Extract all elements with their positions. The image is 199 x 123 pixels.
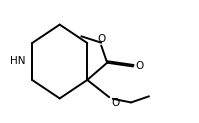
Text: O: O (136, 61, 144, 71)
Text: O: O (97, 34, 105, 44)
Text: HN: HN (10, 56, 25, 67)
Text: O: O (111, 98, 119, 108)
